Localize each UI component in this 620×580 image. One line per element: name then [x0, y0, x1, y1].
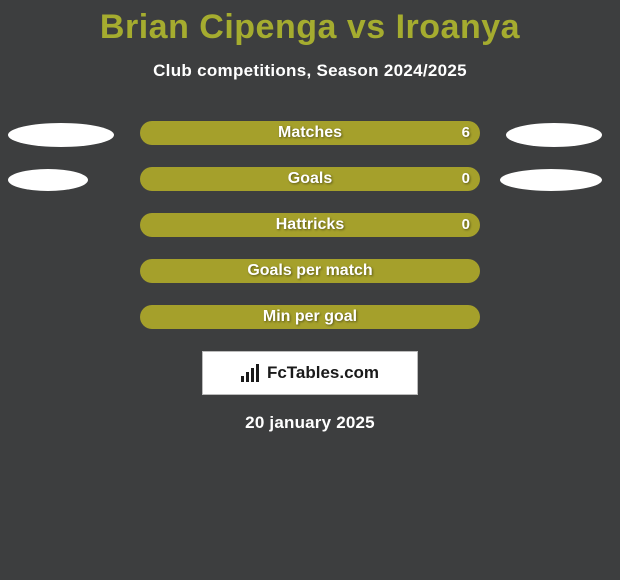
comparison-infographic: Brian Cipenga vs Iroanya Club competitio… — [0, 0, 620, 580]
right-marker — [500, 169, 602, 191]
logo-text: FcTables.com — [267, 363, 379, 383]
left-marker — [8, 169, 88, 191]
stat-label: Min per goal — [140, 305, 480, 329]
stat-label: Hattricks — [140, 213, 480, 237]
page-title: Brian Cipenga vs Iroanya — [0, 0, 620, 47]
stats-chart: Matches 6 Goals 0 Hattricks 0 Goals per … — [0, 121, 620, 333]
page-subtitle: Club competitions, Season 2024/2025 — [0, 61, 620, 81]
stat-label: Goals per match — [140, 259, 480, 283]
footer-date: 20 january 2025 — [0, 413, 620, 433]
stat-row-hattricks: Hattricks 0 — [0, 213, 620, 241]
stat-label: Goals — [140, 167, 480, 191]
stat-row-min-per-goal: Min per goal — [0, 305, 620, 333]
right-marker — [506, 123, 602, 147]
stat-row-goals-per-match: Goals per match — [0, 259, 620, 287]
stat-row-goals: Goals 0 — [0, 167, 620, 195]
source-logo: FcTables.com — [202, 351, 418, 395]
stat-value: 0 — [462, 213, 470, 237]
chart-bars-icon — [241, 364, 263, 382]
stat-value: 0 — [462, 167, 470, 191]
stat-value: 6 — [462, 121, 470, 145]
left-marker — [8, 123, 114, 147]
stat-label: Matches — [140, 121, 480, 145]
stat-row-matches: Matches 6 — [0, 121, 620, 149]
